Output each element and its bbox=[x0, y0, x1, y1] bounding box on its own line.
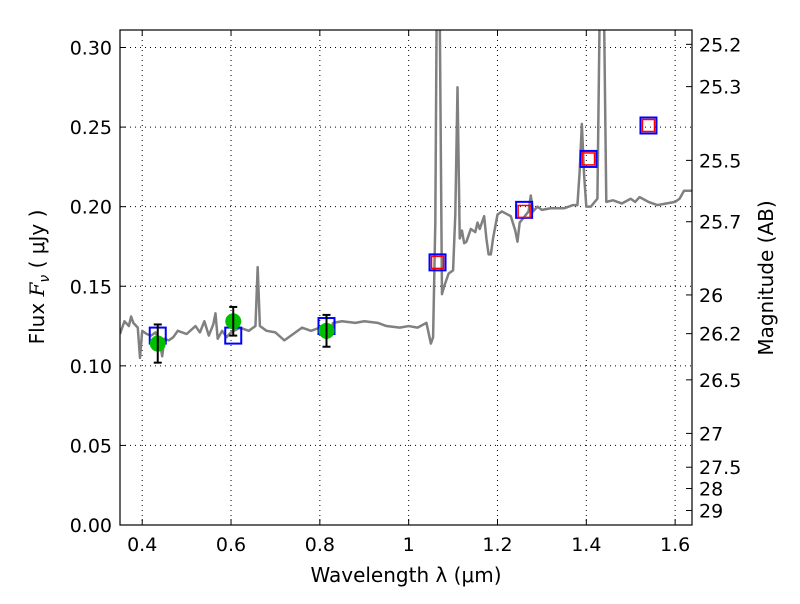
y2-tick-label: 26.2 bbox=[699, 324, 741, 346]
y-tick-label: 0.00 bbox=[70, 515, 112, 537]
y2-tick-label: 26.5 bbox=[699, 370, 741, 392]
y2-tick-label: 25.5 bbox=[699, 150, 741, 172]
y2-tick-label: 27 bbox=[699, 423, 723, 445]
spectrum-line bbox=[120, 30, 692, 360]
y-tick-label: 0.05 bbox=[70, 435, 112, 457]
y-tick-label: 0.20 bbox=[70, 197, 112, 219]
x-tick-label: 1.6 bbox=[660, 534, 690, 556]
x-tick-label: 1 bbox=[403, 534, 415, 556]
grid bbox=[120, 30, 692, 526]
y-tick-label: 0.25 bbox=[70, 117, 112, 139]
model-photometry-square-red bbox=[641, 118, 656, 133]
model-photometry-square-red bbox=[430, 255, 445, 270]
y2-tick-label: 29 bbox=[699, 500, 723, 522]
plot-frame bbox=[119, 29, 693, 526]
y-axis-label: Flux Fν ( μJy ) bbox=[25, 210, 53, 345]
y2-tick-label: 27.5 bbox=[699, 457, 741, 479]
model-photometry-square bbox=[428, 253, 447, 272]
y-tick-label: 0.10 bbox=[70, 356, 112, 378]
series-line bbox=[120, 30, 692, 360]
y2-tick-label: 28 bbox=[699, 479, 723, 501]
model-photometry-square-red bbox=[517, 204, 531, 219]
series-square-small bbox=[430, 118, 656, 270]
model-photometry-square-red bbox=[581, 152, 596, 166]
y2-tick-label: 25.7 bbox=[699, 212, 741, 234]
y2-axis-label: Magnitude (AB) bbox=[754, 200, 778, 355]
axes: 0.4 0.6 0.8 1 1.2 1.4 1.6 0.00 0.05 0.10 0.15 0.20 0… bbox=[70, 30, 741, 556]
series-layer bbox=[120, 30, 692, 364]
x-tick-label: 1.2 bbox=[482, 534, 512, 556]
x-axis-label: Wavelength λ (μm) bbox=[310, 563, 501, 587]
model-photometry-square bbox=[639, 116, 658, 135]
x-tick-label: 0.4 bbox=[127, 534, 157, 556]
x-tick-label: 0.8 bbox=[305, 534, 335, 556]
y2-tick-label: 25.2 bbox=[699, 34, 741, 56]
y2-tick-label: 25.3 bbox=[699, 77, 741, 99]
y-tick-label: 0.15 bbox=[70, 276, 112, 298]
x-tick-label: 1.4 bbox=[571, 534, 601, 556]
series-square bbox=[148, 116, 658, 345]
x-tick-label: 0.6 bbox=[216, 534, 246, 556]
y-tick-label: 0.30 bbox=[70, 38, 112, 60]
y2-tick-label: 26 bbox=[699, 285, 723, 307]
series-errorbar bbox=[149, 305, 335, 364]
model-photometry-square bbox=[579, 149, 598, 168]
